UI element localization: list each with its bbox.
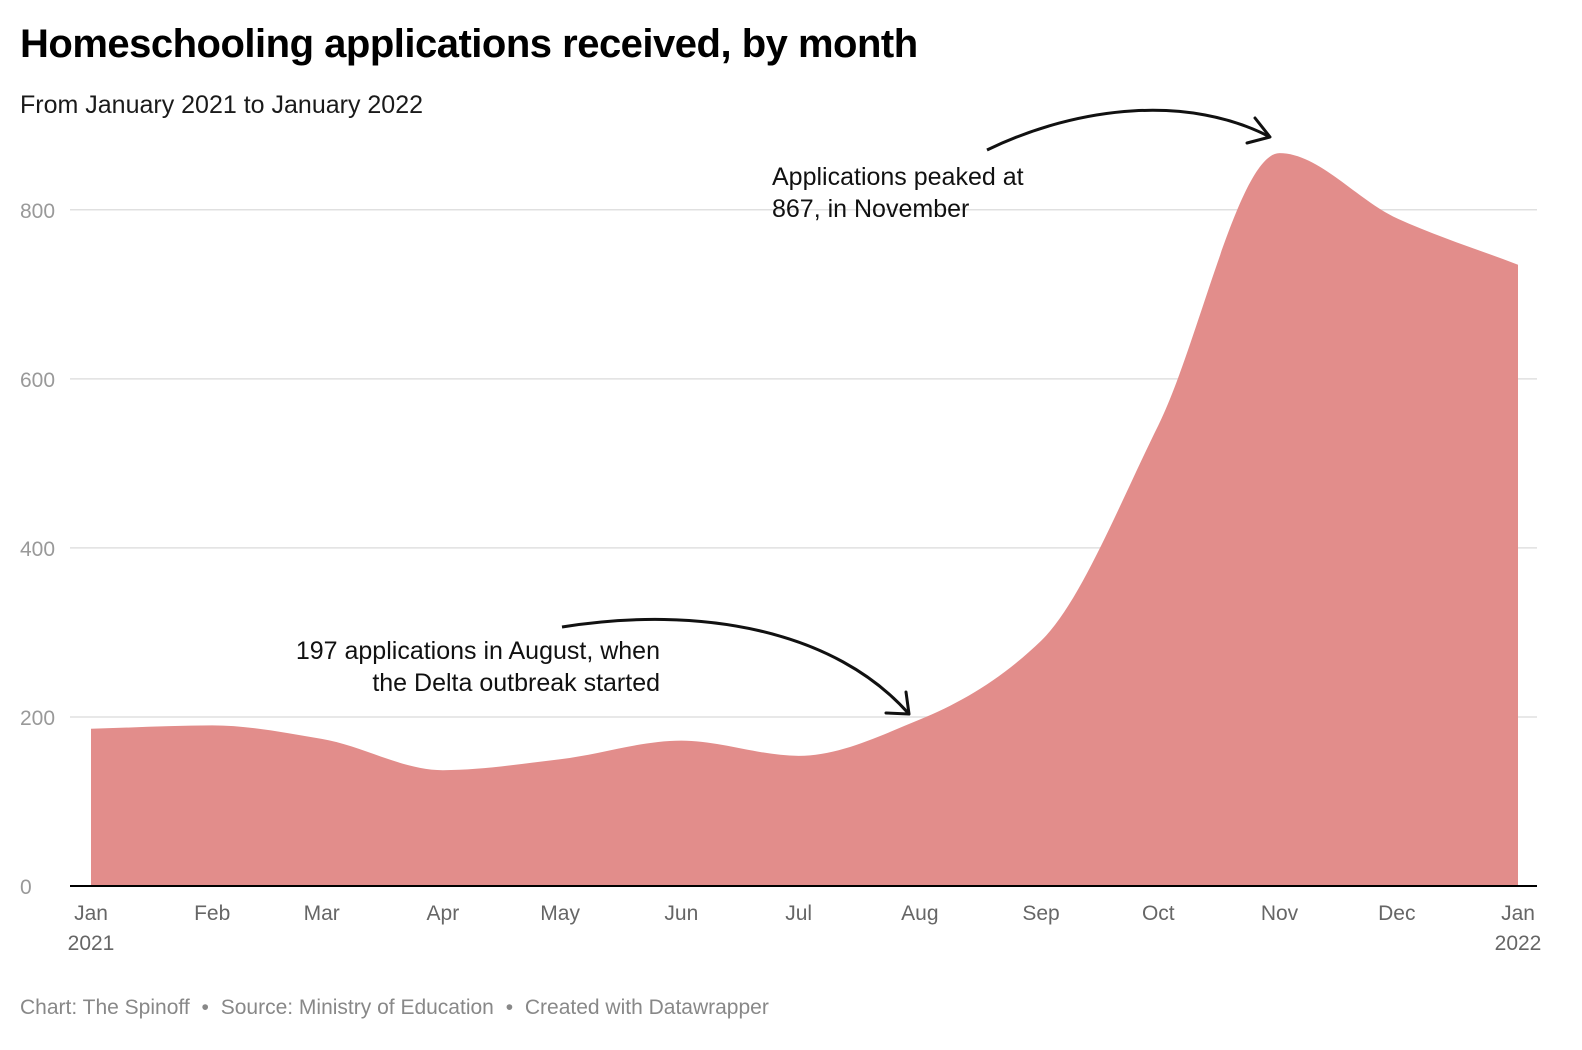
annotation-august-line2: the Delta outbreak started — [372, 669, 660, 697]
x-tick-label: Jan — [1501, 902, 1535, 925]
x-tick-label: Mar — [304, 902, 340, 925]
y-tick-label: 800 — [20, 200, 55, 223]
x-tick-label: Jan — [74, 902, 108, 925]
y-tick-label: 200 — [20, 707, 55, 730]
arrow-aug-line — [561, 618, 911, 715]
arrow-nov-head — [1245, 116, 1272, 145]
area-layer — [91, 153, 1518, 886]
y-tick-label: 600 — [20, 369, 55, 392]
x-tick-label: Apr — [427, 902, 460, 925]
annotation-november-line2: 867, in November — [772, 195, 970, 223]
y-tick-label: 0 — [20, 876, 32, 899]
chart-footer: Chart: The Spinoff • Source: Ministry of… — [20, 996, 769, 1020]
arrow-nov-line — [986, 108, 1271, 152]
x-tick-label: Sep — [1022, 902, 1059, 925]
x-tick-label: Nov — [1261, 902, 1299, 925]
x-tick-label: Aug — [901, 902, 938, 925]
x-tick-year-label: 2021 — [68, 932, 115, 955]
footer-source: Source: Ministry of Education — [220, 996, 494, 1019]
x-tick-label: Jul — [785, 902, 812, 925]
x-tick-year-label: 2022 — [1495, 932, 1542, 955]
arrow-aug-head — [884, 690, 911, 716]
annotation-november: Applications peaked at 867, in November — [772, 161, 1092, 225]
x-tick-label: Dec — [1378, 902, 1415, 925]
annotation-august-line1: 197 applications in August, when — [295, 637, 660, 665]
x-tick-label: Oct — [1142, 902, 1175, 925]
annotation-arrows — [561, 108, 1272, 716]
footer-separator: • — [505, 996, 514, 1019]
annotation-august: 197 applications in August, when the Del… — [240, 635, 660, 699]
chart-subtitle: From January 2021 to January 2022 — [20, 91, 424, 119]
annotation-november-line1: Applications peaked at — [772, 163, 1024, 191]
x-tick-label: Jun — [664, 902, 698, 925]
area-series-applications — [91, 153, 1518, 886]
footer-created-with: Created with Datawrapper — [524, 996, 769, 1019]
chart-title: Homeschooling applications received, by … — [20, 22, 918, 66]
footer-credit: Chart: The Spinoff — [20, 996, 190, 1019]
footer-separator: • — [201, 996, 209, 1019]
x-tick-label: May — [540, 902, 580, 925]
axis-layer: Jan 2021 Feb Mar Apr May Jun Jul Aug Sep Oct Nov Dec… — [68, 885, 1542, 955]
x-tick-label: Feb — [194, 902, 230, 925]
y-tick-label: 400 — [20, 538, 55, 561]
